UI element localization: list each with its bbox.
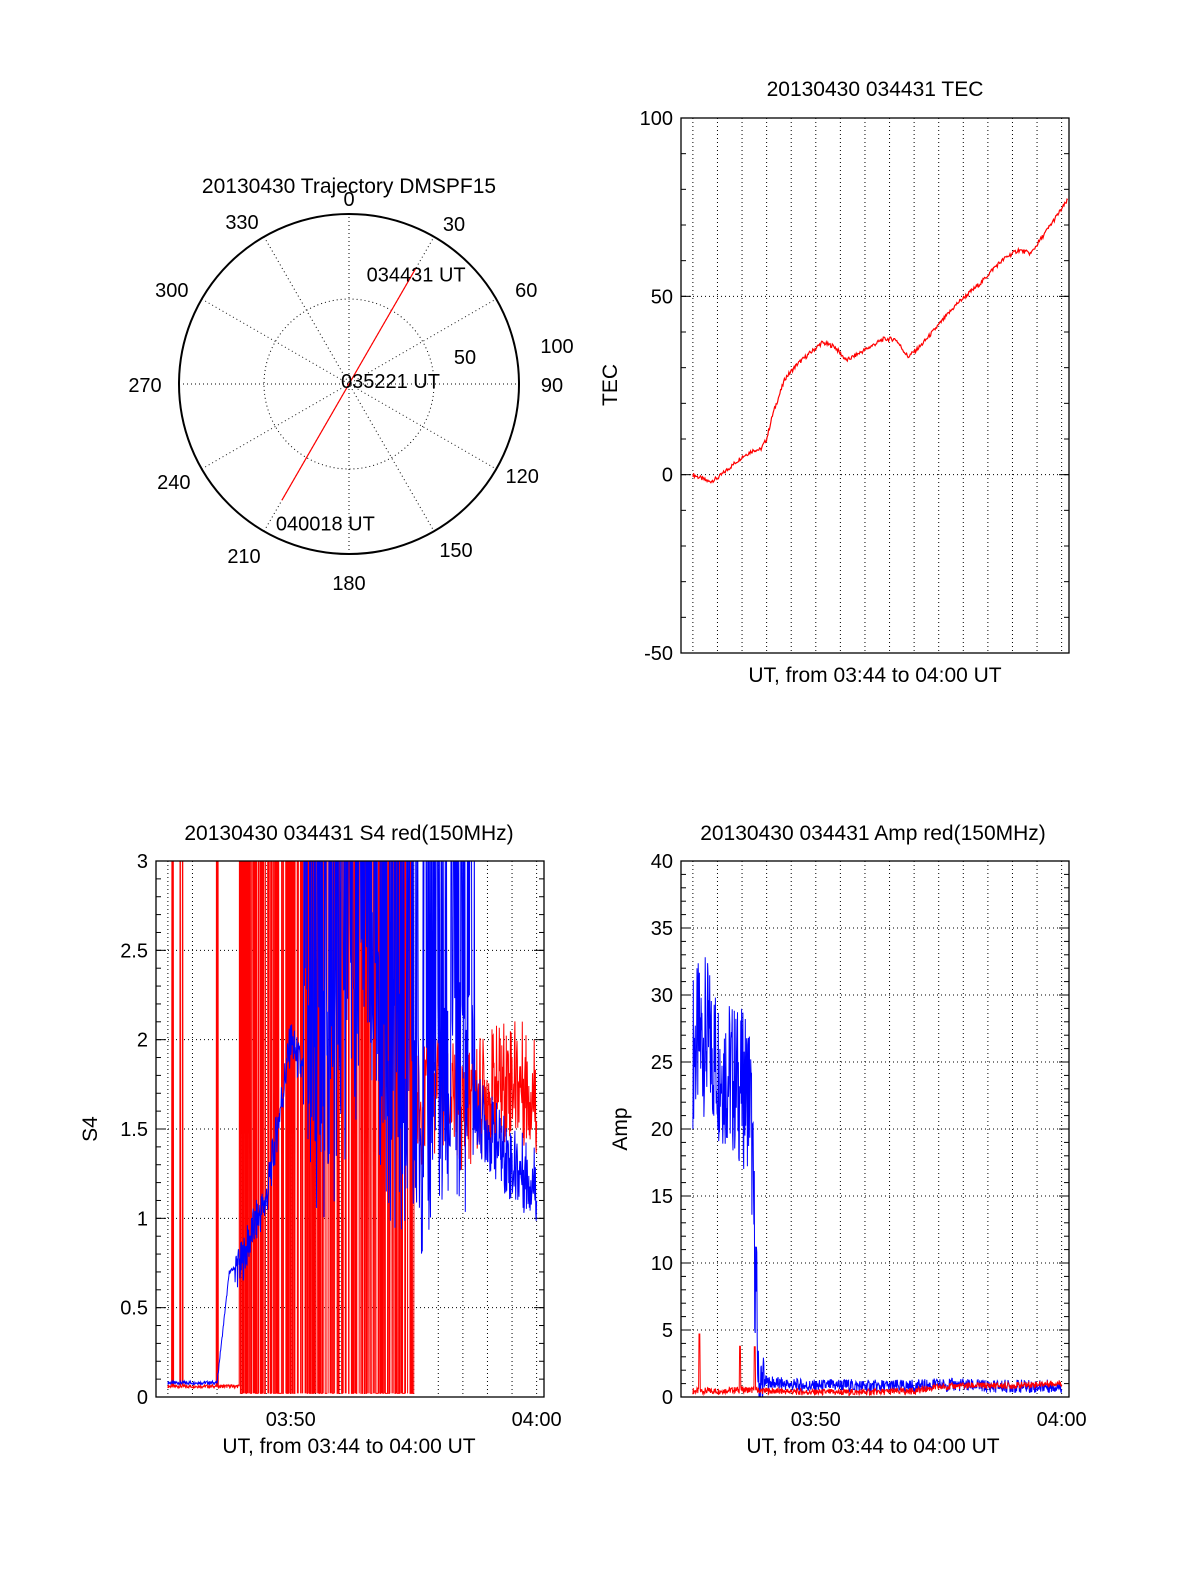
y-tick-label: 35 [651,918,673,940]
y-tick-label: 0 [137,1387,148,1409]
s4-title: 20130430 034431 S4 red(150MHz) [184,822,513,845]
y-tick-label: 10 [651,1253,673,1275]
amp-ylabel: Amp [609,1107,632,1150]
polar-spoke [263,236,435,532]
polar-trajectory: 034431 UT 035221 UT 040018 UT [276,265,466,536]
polar-angle-label: 300 [155,280,188,302]
y-tick-label: 1 [137,1208,148,1230]
y-tick-label: 0.5 [120,1298,148,1320]
x-tick-label: 03:50 [791,1409,841,1431]
x-tick-label: 04:00 [1037,1409,1087,1431]
polar-title: 20130430 Trajectory DMSPF15 [202,175,496,198]
y-tick-label: 0 [662,1387,673,1409]
tec-xlabel: UT, from 03:44 to 04:00 UT [748,664,1001,687]
y-tick-label: 100 [640,108,673,130]
y-tick-label: 50 [651,286,673,308]
x-tick-label: 03:50 [266,1409,316,1431]
polar-angle-label: 60 [515,280,537,302]
y-tick-label: 0 [662,465,673,487]
y-tick-label: 40 [651,851,673,873]
y-tick-label: 30 [651,985,673,1007]
series-line-0 [692,198,1069,484]
polar-angle-label: 270 [128,375,161,397]
series-line-1 [167,861,538,1386]
polar-trajectory-panel: 20130430 Trajectory DMSPF15 0 30 60 90 120 15… [128,175,573,595]
amp-xlabel: UT, from 03:44 to 04:00 UT [746,1435,999,1458]
plot-frame [680,860,1070,1398]
polar-spoke [201,298,497,470]
polar-inner-circle [263,298,435,470]
plot-frame [680,117,1070,654]
polar-angle-label: 330 [225,212,258,234]
plot-frame [155,860,545,1398]
polar-angle-label: 0 [343,189,354,211]
y-tick-label: 20 [651,1119,673,1141]
y-tick-label: 2 [137,1030,148,1052]
polar-angle-label: 90 [541,375,563,397]
y-tick-label: 5 [662,1320,673,1342]
polar-angle-label: 30 [443,214,465,236]
y-tick-label: 3 [137,851,148,873]
polar-spoke [201,298,497,470]
polar-angle-label: 240 [157,472,190,494]
y-tick-label: 25 [651,1052,673,1074]
polar-radius-label: 50 [454,347,476,369]
x-tick-label: 04:00 [512,1409,562,1431]
tec-panel: 20130430 034431 TEC -50 0 50 100 UT, from 0… [599,78,1070,687]
s4-panel: 20130430 034431 S4 red(150MHz) 0 0.5 1 1.5 2… [79,822,562,1458]
y-tick-label: -50 [644,643,673,665]
polar-labels: 0 30 60 90 120 150 180 210 240 270 300 330 50 100 [128,189,573,595]
polar-angle-label: 210 [227,546,260,568]
y-tick-label: 2.5 [120,940,148,962]
trajectory-start-label: 034431 UT [367,265,466,287]
tec-ylabel: TEC [599,364,622,406]
y-tick-label: 1.5 [120,1119,148,1141]
s4-xlabel: UT, from 03:44 to 04:00 UT [222,1435,475,1458]
polar-angle-label: 150 [439,540,472,562]
trajectory-line [281,267,417,501]
series-line-1 [692,1333,1063,1397]
plot-area [692,957,1063,1397]
y-tick-label: 15 [651,1186,673,1208]
polar-radius-label: 100 [540,336,573,358]
trajectory-center-label: 035221 UT [341,371,440,393]
plot-area [692,198,1069,484]
polar-angle-label: 120 [506,466,539,488]
tec-title: 20130430 034431 TEC [767,78,984,101]
plot-area [167,861,538,1394]
trajectory-end-label: 040018 UT [276,513,375,535]
s4-ylabel: S4 [79,1116,102,1142]
amp-title: 20130430 034431 Amp red(150MHz) [700,822,1046,845]
polar-angle-label: 180 [332,573,365,595]
amp-panel: 20130430 034431 Amp red(150MHz) 0 5 10 15 20… [609,822,1087,1458]
series-line-0 [692,957,1063,1397]
